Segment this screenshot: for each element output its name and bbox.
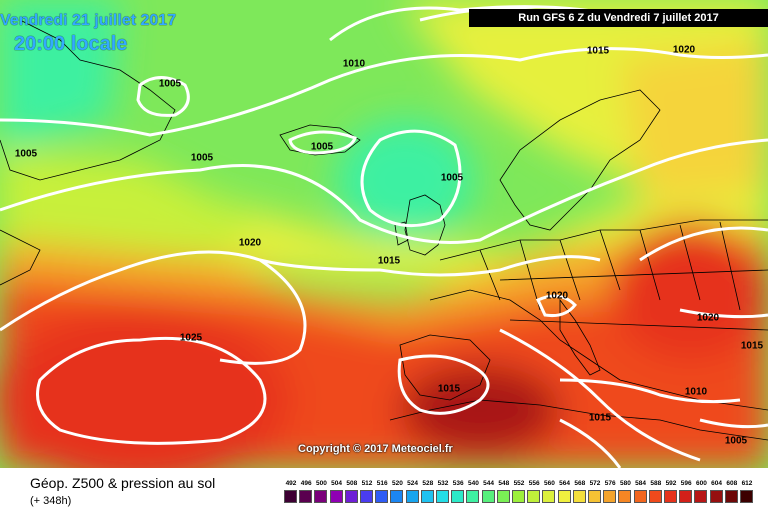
legend-color-swatch	[420, 490, 434, 503]
legend-tick-label: 552	[513, 480, 525, 487]
copyright-notice: Copyright © 2017 Meteociel.fr	[298, 443, 453, 455]
isobar-label: 1005	[724, 435, 748, 447]
legend-tick-label: 528	[422, 480, 434, 487]
forecast-time: 20:00 locale	[14, 33, 128, 55]
legend-color-swatch	[694, 490, 708, 503]
legend-tick-label: 548	[498, 480, 510, 487]
legend-tick-label: 556	[528, 480, 540, 487]
isobar-label: 1015	[437, 383, 461, 395]
legend-color-swatch	[603, 490, 617, 503]
legend-tick-label: 588	[650, 480, 662, 487]
legend-color-swatch	[299, 490, 313, 503]
isobar-label: 1025	[179, 332, 203, 344]
legend-color-swatch	[648, 490, 662, 503]
weather-map: Vendredi 21 juillet 2017 20:00 locale Ru…	[0, 0, 768, 468]
legend-tick-label: 544	[483, 480, 495, 487]
legend-tick-label: 608	[726, 480, 738, 487]
legend-color-swatch	[284, 490, 297, 503]
legend-tick-label: 612	[741, 480, 753, 487]
legend-tick-label: 532	[437, 480, 449, 487]
legend-tick-label: 492	[285, 480, 297, 487]
isobar-label: 1005	[14, 148, 38, 160]
color-scale-legend: 492 496 500 504 508 512 516 520 524 528 532 536 540 5…	[283, 480, 753, 510]
legend-color-swatch	[618, 490, 632, 503]
legend-tick-label: 512	[361, 480, 373, 487]
isobars	[0, 5, 768, 468]
legend-tick-label: 540	[467, 480, 479, 487]
isobar-label: 1020	[696, 312, 720, 324]
isobar-label: 1015	[377, 255, 401, 267]
legend-tick-label: 580	[619, 480, 631, 487]
isobar-label: 1015	[586, 45, 610, 57]
legend-tick-label: 600	[695, 480, 707, 487]
forecast-date: Vendredi 21 juillet 2017	[0, 12, 177, 29]
legend-tick-label: 564	[559, 480, 571, 487]
legend-color-swatch	[360, 490, 373, 503]
legend-tick-label: 560	[543, 480, 555, 487]
legend-color-swatch	[466, 490, 480, 503]
isobar-label: 1005	[440, 172, 464, 184]
legend-tick-label: 604	[711, 480, 723, 487]
legend-color-swatch	[405, 490, 419, 503]
legend-color-swatch	[572, 490, 586, 503]
isobar-label: 1005	[310, 141, 334, 153]
isobar-label: 1015	[588, 412, 612, 424]
legend-color-swatch	[375, 490, 389, 503]
map-footer: Géop. Z500 & pression au sol (+ 348h) 49…	[0, 468, 768, 512]
legend-color-swatch	[542, 490, 556, 503]
legend-color-swatch	[481, 490, 495, 503]
legend-color-swatch	[451, 490, 465, 503]
legend-tick-label: 596	[680, 480, 692, 487]
isobar-label: 1010	[342, 58, 366, 70]
legend-tick-label: 592	[665, 480, 677, 487]
legend-color-swatch	[557, 490, 571, 503]
legend-color-swatch	[740, 490, 753, 503]
legend-color-swatch	[436, 490, 449, 503]
legend-tick-label: 500	[315, 480, 327, 487]
legend-color-swatch	[724, 490, 738, 503]
isobar-label: 1015	[740, 340, 764, 352]
legend-tick-label: 524	[407, 480, 419, 487]
legend-tick-label: 576	[604, 480, 616, 487]
legend-tick-label: 520	[391, 480, 403, 487]
legend-color-swatch	[390, 490, 404, 503]
legend-tick-label: 572	[589, 480, 601, 487]
map-title: Géop. Z500 & pression au sol	[30, 475, 216, 491]
legend-color-swatch	[344, 490, 358, 503]
legend-tick-label: 568	[574, 480, 586, 487]
legend-color-swatch	[709, 490, 723, 503]
isobar-label: 1020	[238, 237, 262, 249]
legend-tick-label: 536	[452, 480, 464, 487]
legend-color-swatch	[527, 490, 541, 503]
legend-tick-label: 504	[331, 480, 343, 487]
legend-tick-label: 496	[300, 480, 312, 487]
isobar-label: 1010	[684, 386, 708, 398]
legend-color-swatch	[633, 490, 647, 503]
legend-tick-label: 508	[346, 480, 358, 487]
legend-tick-label: 584	[635, 480, 647, 487]
coastlines	[0, 19, 768, 441]
isobar-label: 1020	[672, 44, 696, 56]
forecast-hour: (+ 348h)	[30, 495, 72, 507]
model-run-label: Run GFS 6 Z du Vendredi 7 juillet 2017	[469, 9, 768, 27]
legend-tick-label: 516	[376, 480, 388, 487]
legend-color-swatch	[314, 490, 328, 503]
legend-color-swatch	[512, 490, 525, 503]
legend-color-swatch	[496, 490, 510, 503]
isobar-label: 1005	[158, 78, 182, 90]
legend-color-swatch	[329, 490, 343, 503]
legend-color-swatch	[588, 490, 601, 503]
legend-color-swatch	[664, 490, 677, 503]
legend-color-swatch	[679, 490, 693, 503]
isobar-label: 1005	[190, 152, 214, 164]
isobar-label: 1020	[545, 290, 569, 302]
